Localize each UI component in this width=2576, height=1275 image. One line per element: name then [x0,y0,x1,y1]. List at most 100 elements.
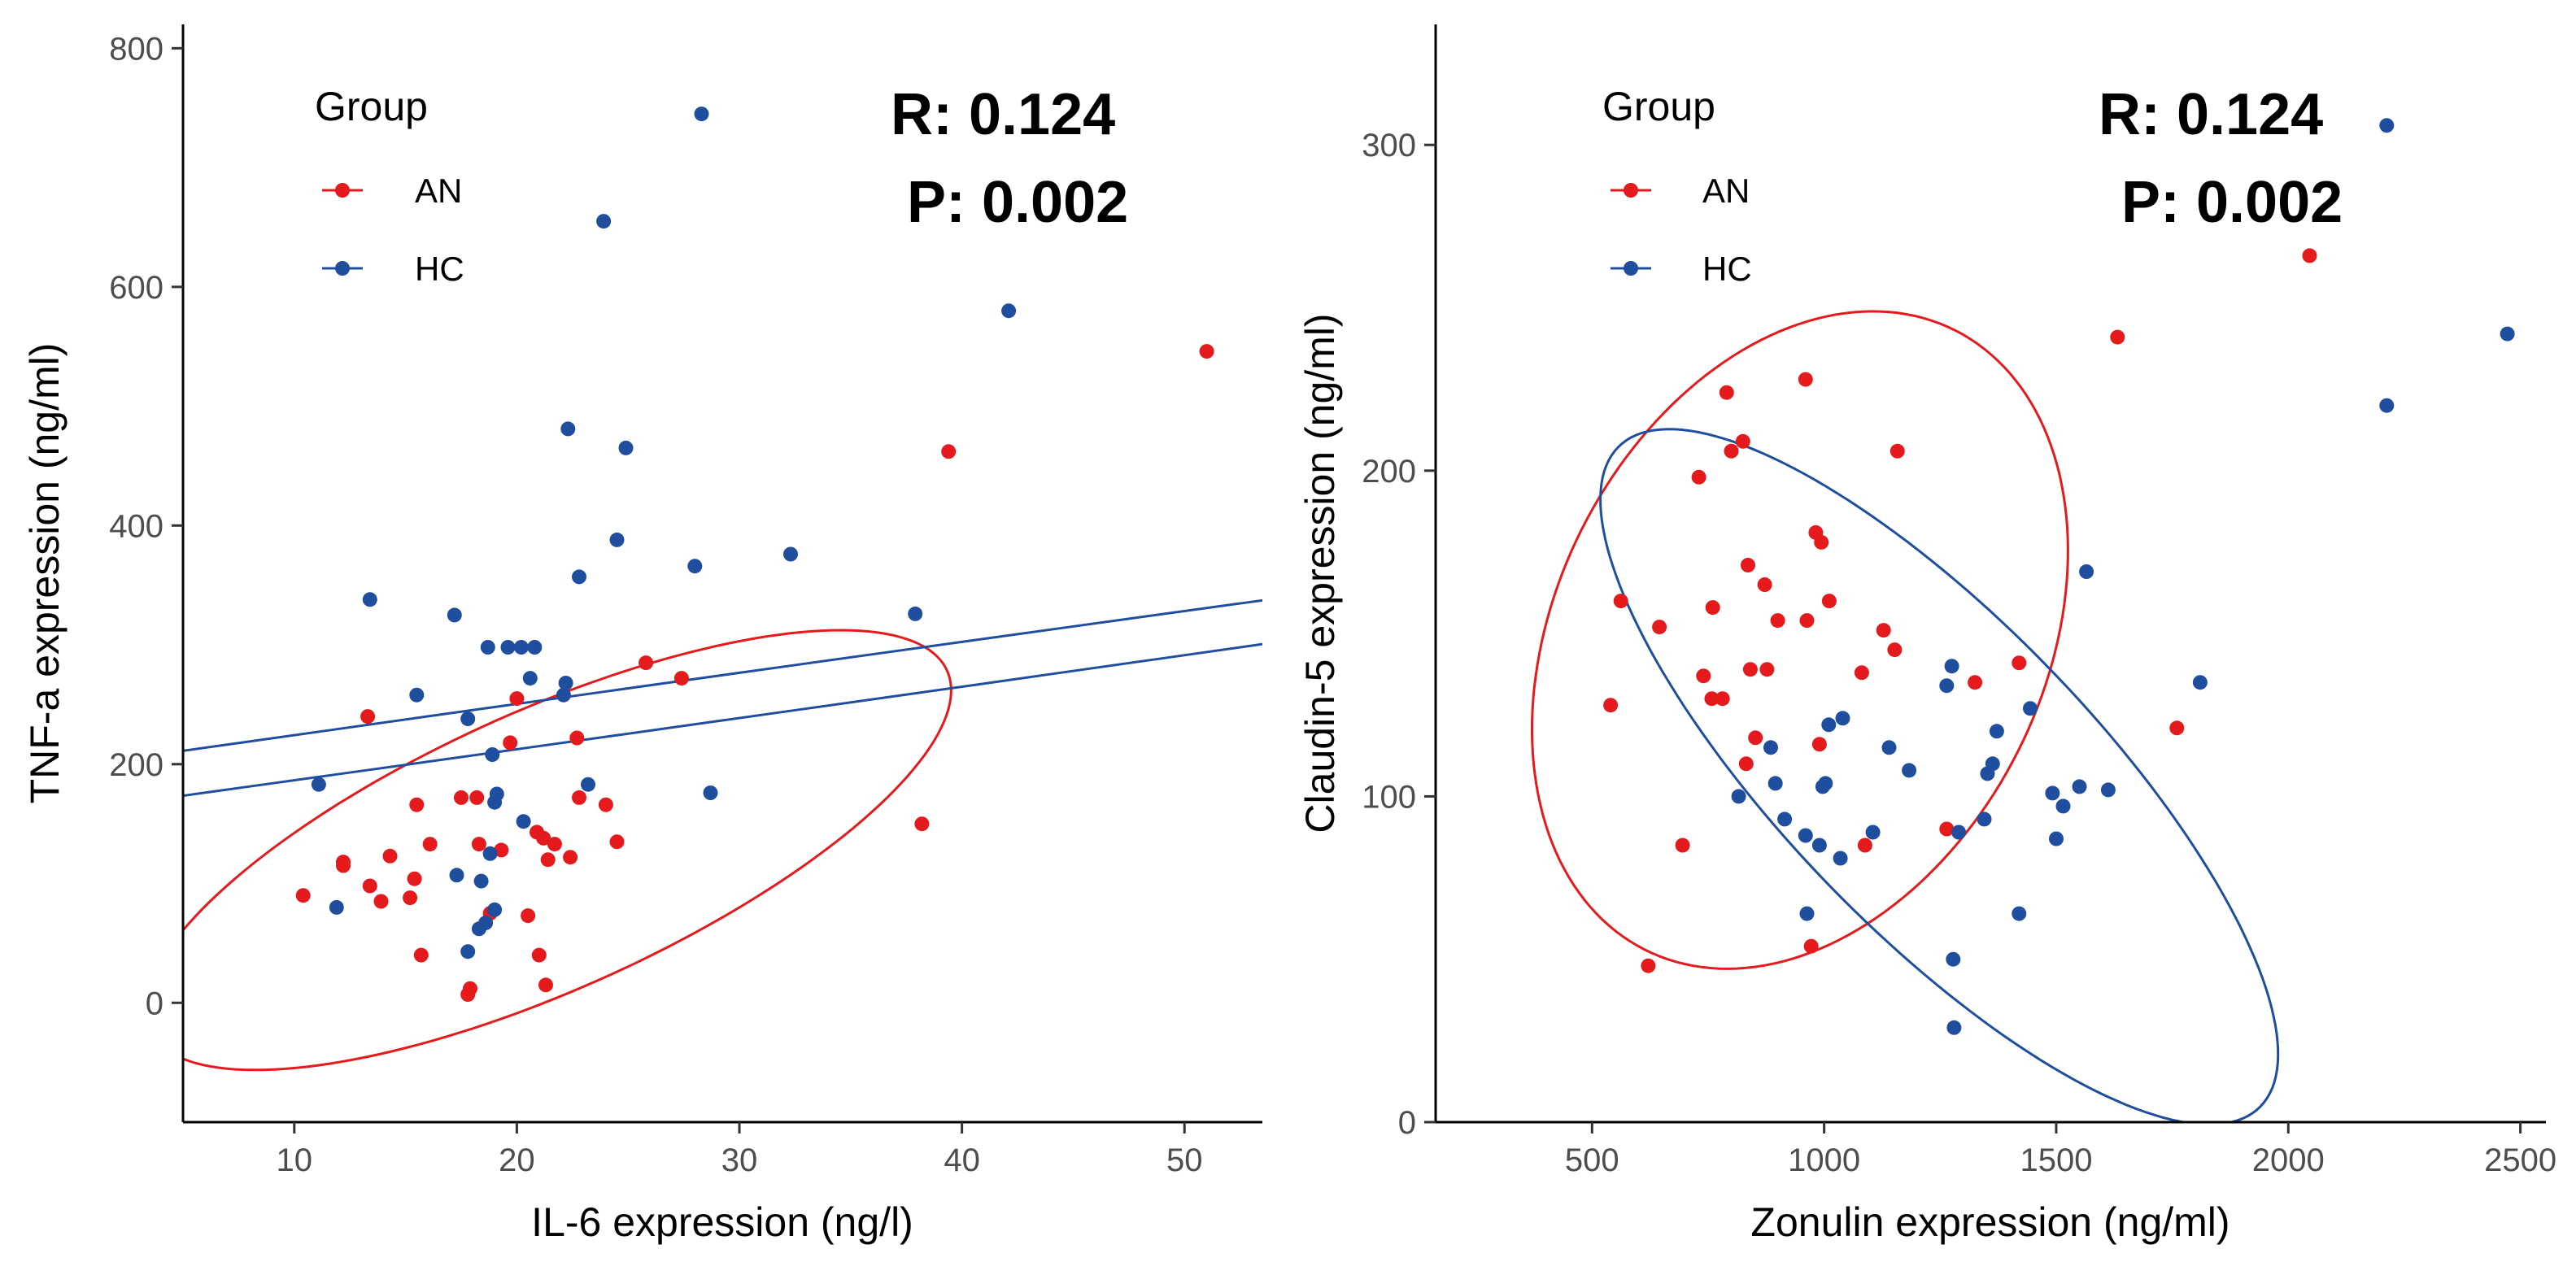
data-point-an [609,834,625,850]
x-tick-label: 40 [944,1142,980,1178]
y-axis-title: Claudin-5 expression (ng/ml) [1297,313,1343,833]
data-point-an [563,850,578,865]
data-point-an [1742,662,1758,677]
data-point-hc [2100,782,2116,798]
data-point-an [2110,329,2125,345]
data-point-hc [1951,825,1967,840]
x-tick-label: 2500 [2484,1142,2556,1178]
data-point-hc [2379,118,2395,133]
data-point-an [409,797,425,812]
data-point-hc [487,902,503,917]
data-point-hc [572,569,586,585]
data-point-an [1890,443,1905,459]
data-point-an [1641,958,1656,973]
data-point-an [531,947,547,963]
y-tick-label: 400 [109,508,163,544]
data-point-hc [2045,785,2060,801]
data-point-hc [1865,825,1881,840]
data-point-an [572,790,586,805]
data-point-hc [516,814,531,829]
data-point-hc [908,606,923,621]
data-point-hc [449,868,464,883]
data-point-an [1770,613,1785,629]
data-point-an [1675,838,1690,853]
zonulin-claudin-scatter-panel: 500 1000 1500 2000 2500 0 100 200 300 Zonulin ex… [1297,24,2556,1245]
data-point-an [1738,756,1754,772]
data-point-hc [485,747,500,762]
data-point-hc [460,711,476,726]
confidence-ellipse-hc [1599,428,2280,1122]
data-point-hc [618,440,634,455]
data-point-an [2012,655,2027,671]
x-tick-label: 1000 [1788,1142,1860,1178]
data-point-hc [1811,838,1827,853]
data-point-hc [480,640,495,655]
data-point-hc [1881,740,1897,755]
legend-key-dot-hc [335,261,350,276]
x-tick-label: 10 [277,1142,313,1178]
legend-label-an: AN [1702,172,1750,210]
y-tick-label: 300 [1362,128,1416,163]
panel-marks [1530,118,2515,1122]
data-point-hc [1818,776,1833,791]
legend-label-hc: HC [1702,250,1752,288]
correlation-r-label: R: 0.124 [2099,82,2323,147]
data-point-an [422,837,438,852]
x-tick-label: 2000 [2252,1142,2325,1178]
x-tick-label: 30 [721,1142,758,1178]
data-point-an [1704,691,1720,707]
x-axis-title: Zonulin expression (ng/ml) [1750,1199,2229,1245]
legend-label-an: AN [415,172,462,210]
data-point-an [413,947,429,963]
data-point-hc [1767,776,1783,791]
data-point-an [1887,642,1903,658]
data-point-hc [581,777,595,792]
data-point-an [1199,344,1214,359]
data-point-hc [409,687,425,703]
legend-item-an: AN [322,172,462,210]
data-point-an [360,709,376,725]
data-point-an [1603,698,1619,713]
data-point-hc [694,107,709,122]
data-point-an [1613,594,1628,609]
data-point-hc [1985,756,2000,772]
data-point-hc [460,944,476,960]
data-point-hc [473,873,489,889]
data-point-hc [1798,828,1813,843]
data-point-hc [2500,326,2515,342]
data-point-hc [558,676,573,690]
y-tick-label: 200 [1362,454,1416,490]
data-point-hc [1939,678,1955,694]
data-point-hc [482,846,498,861]
data-point-an [336,858,351,873]
legend-item-an: AN [1611,172,1750,210]
data-point-hc [703,785,718,800]
data-point-hc [311,777,326,792]
data-point-hc [1763,740,1778,755]
data-point-an [521,908,536,924]
data-point-an [673,671,689,686]
legend-title: Group [315,84,428,129]
data-point-hc [2055,799,2071,814]
x-tick-label: 20 [499,1142,535,1178]
data-point-hc [1731,789,1746,804]
data-point-an [382,848,398,864]
data-point-an [469,790,485,805]
data-point-hc [2023,701,2038,716]
data-point-an [1735,433,1750,449]
correlation-r-label: R: 0.124 [891,82,1115,147]
legend-title: Group [1602,84,1715,129]
data-point-an [471,837,486,852]
axis-ticks: 10 20 30 40 50 0 200 400 600 800 [109,31,1202,1178]
legend: Group AN HC [1602,84,1752,288]
legend-key-dot-an [1624,183,1638,198]
data-point-hc [596,214,612,229]
data-point-an [295,888,311,903]
data-point-an [1876,623,1891,638]
data-point-hc [447,607,462,623]
data-point-an [1759,662,1775,677]
data-point-hc [2012,906,2027,921]
data-point-hc [1833,851,1848,866]
